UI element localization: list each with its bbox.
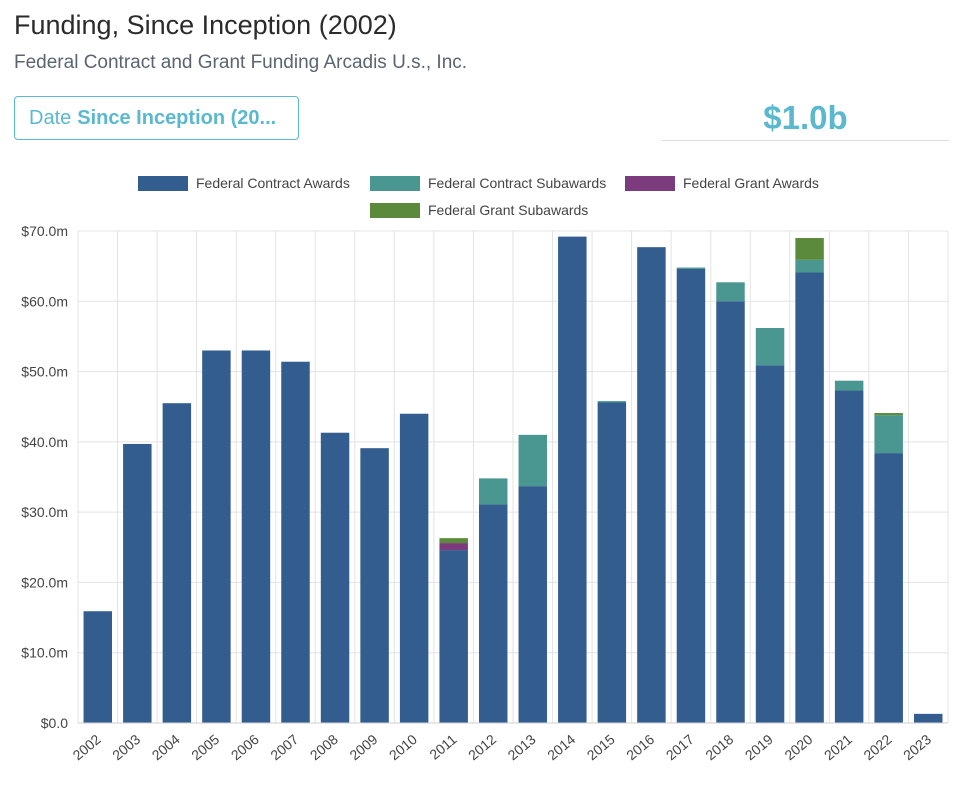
bar-2015-series-2[interactable] [597,401,627,403]
funding-bar-chart: Federal Contract Awards Federal Contract … [21,175,949,763]
bar-2021-series-1[interactable] [834,390,864,723]
bar-2013-series-2[interactable] [518,434,548,487]
y-tick-label: $30.0m [21,504,68,520]
x-tick-label: 2016 [623,731,657,763]
x-tick-label: 2002 [70,731,104,763]
x-tick-label: 2006 [228,731,262,763]
page-title: Funding, Since Inception (2002) [14,10,397,40]
x-tick-label: 2005 [188,731,222,763]
bar-2020-series-4[interactable] [795,238,824,260]
bar-2010-series-1[interactable] [399,413,429,723]
total-funding-value: $1.0b [662,96,949,141]
legend-swatch [138,176,188,191]
bar-2019-series-2[interactable] [755,327,785,366]
bar-2014-series-1[interactable] [558,236,587,723]
bar-2008-series-1[interactable] [320,432,350,723]
bar-2021-series-2[interactable] [834,380,864,391]
x-tick-label: 2009 [346,731,380,763]
y-tick-label: $50.0m [21,364,68,380]
bar-2018-series-1[interactable] [716,301,745,723]
bar-2019-series-1[interactable] [755,365,785,723]
x-tick-label: 2022 [860,731,894,763]
bar-2020-series-1[interactable] [795,272,824,723]
bar-2022-series-4[interactable] [874,413,903,416]
y-tick-label: $10.0m [21,645,68,661]
x-tick-label: 2020 [781,731,815,763]
x-tick-label: 2023 [900,731,934,763]
x-tick-label: 2019 [742,731,776,763]
x-tick-label: 2021 [821,731,855,763]
x-tick-label: 2004 [149,731,183,763]
bar-2006-series-1[interactable] [241,350,271,723]
x-tick-label: 2014 [544,731,578,763]
bar-2005-series-1[interactable] [202,350,231,723]
legend-label: Federal Grant Subawards [428,202,588,218]
x-tick-label: 2017 [663,731,697,763]
x-tick-label: 2010 [386,731,420,763]
bar-2017-series-2[interactable] [676,267,706,269]
bar-2012-series-2[interactable] [478,478,508,505]
date-filter-button[interactable]: Date Since Inception (20... [14,96,299,140]
legend-swatch [625,176,675,191]
bar-2015-series-1[interactable] [597,402,627,723]
bar-2011-series-1[interactable] [439,550,468,723]
bar-2022-series-1[interactable] [874,453,903,723]
bar-2004-series-1[interactable] [162,403,192,723]
legend-label: Federal Contract Subawards [428,175,606,191]
y-tick-label: $20.0m [21,574,68,590]
legend-label: Federal Grant Awards [683,175,819,191]
bar-2002-series-1[interactable] [83,611,113,723]
date-filter-value: Since Inception (20... [77,106,277,129]
bar-2023-series-1[interactable] [913,713,943,723]
x-tick-label: 2018 [702,731,736,763]
bar-2007-series-1[interactable] [281,361,310,723]
x-tick-label: 2013 [505,731,539,763]
x-tick-label: 2015 [584,731,618,763]
date-filter-label: Date [29,106,72,129]
page-subtitle: Federal Contract and Grant Funding Arcad… [14,52,468,73]
y-tick-label: $40.0m [21,434,68,450]
bar-2012-series-1[interactable] [478,504,508,723]
legend-swatch [370,176,420,191]
bar-2016-series-1[interactable] [637,247,666,723]
bar-2013-series-1[interactable] [518,486,548,723]
legend-swatch [370,203,420,218]
bar-2011-series-3[interactable] [439,543,468,551]
x-tick-label: 2011 [426,731,460,763]
bar-2017-series-1[interactable] [676,268,706,723]
x-tick-label: 2008 [307,731,341,763]
bar-2018-series-2[interactable] [716,282,745,302]
x-tick-label: 2012 [465,731,499,763]
bar-2011-series-4[interactable] [439,538,468,544]
y-tick-label: $0.0 [41,715,68,731]
x-tick-label: 2007 [267,731,301,763]
bar-2020-series-2[interactable] [795,259,824,273]
y-tick-label: $70.0m [21,223,68,239]
x-tick-label: 2003 [109,731,143,763]
bar-2009-series-1[interactable] [360,448,389,723]
bar-2022-series-2[interactable] [874,415,903,454]
bar-2003-series-1[interactable] [123,443,152,723]
y-tick-label: $60.0m [21,293,68,309]
legend-label: Federal Contract Awards [196,175,350,191]
